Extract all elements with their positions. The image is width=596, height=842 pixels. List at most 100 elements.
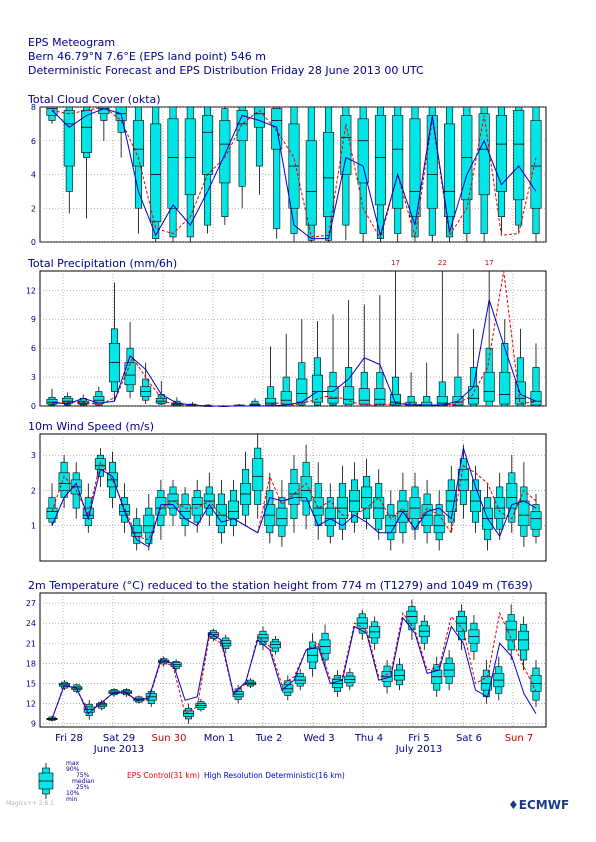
box-25-75	[343, 386, 355, 405]
box-25-75	[495, 115, 507, 192]
y-tick-label: 1	[31, 522, 36, 531]
box-25-75	[252, 458, 264, 491]
x-day-label: Thu 4	[354, 733, 383, 744]
x-day-label: Sun 30	[152, 733, 187, 744]
panel-frame	[39, 592, 547, 728]
panel-title: 2m Temperature (°C) reduced to the stati…	[28, 579, 533, 592]
box-25-75	[340, 115, 352, 175]
box-25-75	[311, 374, 323, 403]
y-tick-label: 21	[26, 639, 36, 648]
box-25-75	[253, 106, 265, 128]
box-25-75	[433, 514, 445, 534]
box-25-75	[530, 391, 542, 406]
box-25-75	[167, 118, 179, 209]
box-25-75	[312, 497, 324, 516]
box-25-75	[426, 115, 438, 209]
y-tick-label: 27	[26, 599, 36, 608]
box-10-90	[273, 106, 281, 229]
box-25-75	[63, 110, 75, 167]
y-tick-label: 0	[31, 238, 36, 247]
box-25-75	[305, 140, 317, 226]
y-tick-label: 18	[26, 659, 36, 668]
panel-frame	[39, 433, 547, 562]
legend-box-label: 75%	[76, 772, 90, 779]
box-10-90	[391, 376, 399, 407]
box-25-75	[191, 497, 203, 516]
box-25-75	[202, 115, 214, 175]
y-tick-label: 9	[31, 720, 36, 729]
panel-title: Total Cloud Cover (okta)	[27, 93, 161, 106]
box-25-75	[392, 115, 404, 209]
box-25-75	[276, 507, 288, 527]
legend-box-label: median	[72, 778, 95, 785]
box-25-75	[119, 504, 131, 516]
box-25-75	[62, 397, 74, 404]
station-line: Bern 46.79°N 7.6°E (EPS land point) 546 …	[28, 50, 266, 63]
y-tick-label: 0	[31, 402, 36, 411]
box-25-75	[518, 500, 530, 527]
box-25-75	[46, 398, 58, 405]
legend-box-label: 10%	[66, 790, 80, 797]
x-day-label: Sat 29	[103, 733, 135, 744]
box-25-75	[236, 110, 248, 142]
box-25-75	[374, 388, 386, 405]
box-25-75	[374, 115, 386, 206]
box-25-75	[323, 132, 335, 217]
box-25-75	[228, 500, 240, 519]
box-10-90	[238, 106, 246, 187]
box-10-90	[438, 381, 446, 407]
box-25-75	[505, 620, 517, 641]
x-day-label: Wed 3	[303, 733, 334, 744]
box-10-90	[454, 376, 462, 407]
x-day-label: Fri 5	[408, 733, 429, 744]
y-tick-label: 12	[26, 286, 36, 295]
box-25-75	[499, 371, 511, 405]
box-25-75	[143, 514, 155, 534]
box-25-75	[468, 386, 480, 405]
y-tick-label: 9	[31, 315, 36, 324]
y-tick-label: 24	[26, 619, 36, 628]
forecast-line: Deterministic Forecast and EPS Distribut…	[28, 64, 424, 77]
panel-title: Total Precipitation (mm/6h)	[27, 257, 177, 270]
y-tick-label: 2	[31, 204, 36, 213]
box-25-75	[530, 511, 542, 530]
hres-line	[51, 108, 537, 240]
magics-version: Magics++ 2.6.1	[6, 800, 54, 807]
y-tick-label: 8	[31, 103, 36, 112]
hres-line	[51, 447, 537, 548]
x-day-label: Sun 7	[505, 733, 534, 744]
box-25-75	[456, 616, 468, 632]
x-day-label: Fri 28	[55, 733, 83, 744]
box-25-75	[483, 371, 495, 402]
box-25-75	[132, 120, 144, 167]
box-25-75	[530, 120, 542, 209]
meteogram-title: EPS Meteogram	[28, 36, 116, 49]
panel-title: 10m Wind Speed (m/s)	[28, 420, 154, 433]
x-month-label: June 2013	[93, 744, 144, 755]
ecmwf-logo: ♦ECMWF	[508, 798, 569, 812]
box-25-75	[219, 120, 231, 184]
y-tick-label: 3	[31, 451, 36, 460]
box-25-75	[506, 483, 518, 509]
legend-box-label: max	[66, 760, 80, 767]
box-25-75	[155, 397, 167, 404]
box-25-75	[265, 397, 277, 406]
legend-box-label: min	[66, 796, 78, 803]
box-25-75	[150, 123, 162, 223]
box-25-75	[58, 472, 70, 491]
legend-hres-label: High Resolution Deterministic(16 km)	[204, 771, 345, 780]
box-25-75	[406, 610, 418, 624]
box-25-75	[478, 113, 490, 196]
box-25-75	[300, 476, 312, 502]
x-day-label: Tue 2	[255, 733, 283, 744]
x-day-label: Mon 1	[204, 733, 235, 744]
box-25-75	[421, 401, 433, 407]
control-line	[51, 460, 537, 541]
box-25-75	[518, 630, 530, 651]
y-tick-label: 12	[26, 700, 36, 709]
box-25-75	[357, 118, 369, 184]
legend-box-label: 90%	[66, 766, 80, 773]
box-10-90	[532, 367, 540, 407]
hres-line	[51, 616, 537, 720]
